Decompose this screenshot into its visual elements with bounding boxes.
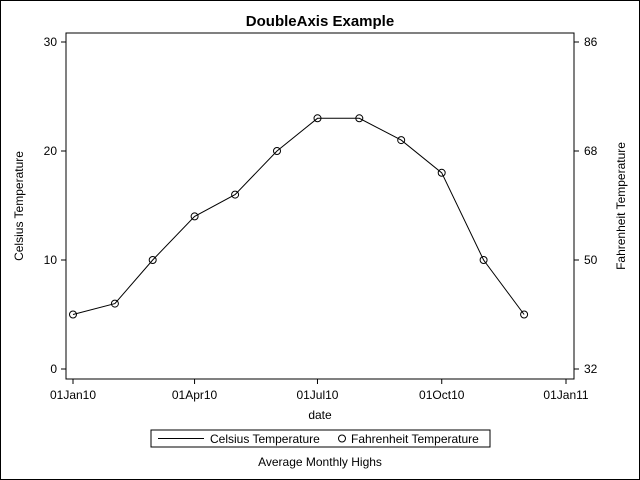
x-tick-label: 01Oct10 <box>419 388 465 402</box>
y-axis-label-left: Celsius Temperature <box>12 151 26 261</box>
y-axis-right: 32 50 68 86 <box>574 35 598 376</box>
x-tick-label: 01Jan10 <box>50 388 96 402</box>
x-tick-label: 01Jul10 <box>296 388 338 402</box>
chart-title: DoubleAxis Example <box>246 13 394 30</box>
y2-tick-label: 68 <box>584 144 598 158</box>
y-tick-label: 0 <box>50 362 57 376</box>
celsius-line <box>72 117 525 315</box>
fahrenheit-point <box>397 136 406 145</box>
fahrenheit-point <box>231 190 240 199</box>
series-celsius <box>72 117 525 315</box>
fahrenheit-point <box>273 147 281 155</box>
y-tick-label: 20 <box>44 144 58 158</box>
y2-tick-label: 86 <box>584 35 598 49</box>
legend-item-celsius: Celsius Temperature <box>210 432 320 446</box>
legend-marker-swatch <box>338 434 346 443</box>
fahrenheit-point <box>110 299 119 308</box>
fahrenheit-point <box>148 256 157 264</box>
fahrenheit-point <box>520 310 529 319</box>
fahrenheit-point <box>69 310 77 319</box>
fahrenheit-point <box>313 114 322 123</box>
plot-area <box>65 32 575 380</box>
y-tick-label: 30 <box>44 35 58 49</box>
x-tick-label: 01Jan11 <box>543 388 588 402</box>
fahrenheit-point <box>190 212 199 221</box>
y-axis-left: 0 10 20 30 <box>44 35 66 376</box>
y2-tick-label: 50 <box>584 253 598 267</box>
x-axis-label: date <box>308 408 332 422</box>
x-axis: 01Jan10 01Apr10 01Jul10 01Oct10 01Jan11 <box>50 379 589 402</box>
series-fahrenheit <box>69 114 529 319</box>
fahrenheit-point <box>479 256 488 264</box>
y-tick-label: 10 <box>44 253 58 267</box>
footnote: Average Monthly Highs <box>258 455 382 469</box>
legend-box <box>150 429 491 448</box>
legend: Celsius Temperature Fahrenheit Temperatu… <box>150 429 491 448</box>
legend-item-fahrenheit: Fahrenheit Temperature <box>351 432 479 446</box>
y2-tick-label: 32 <box>584 362 598 376</box>
fahrenheit-point <box>355 114 364 123</box>
fahrenheit-point <box>437 168 446 177</box>
y-axis-label-right: Fahrenheit Temperature <box>614 142 628 270</box>
x-tick-label: 01Apr10 <box>172 388 218 402</box>
